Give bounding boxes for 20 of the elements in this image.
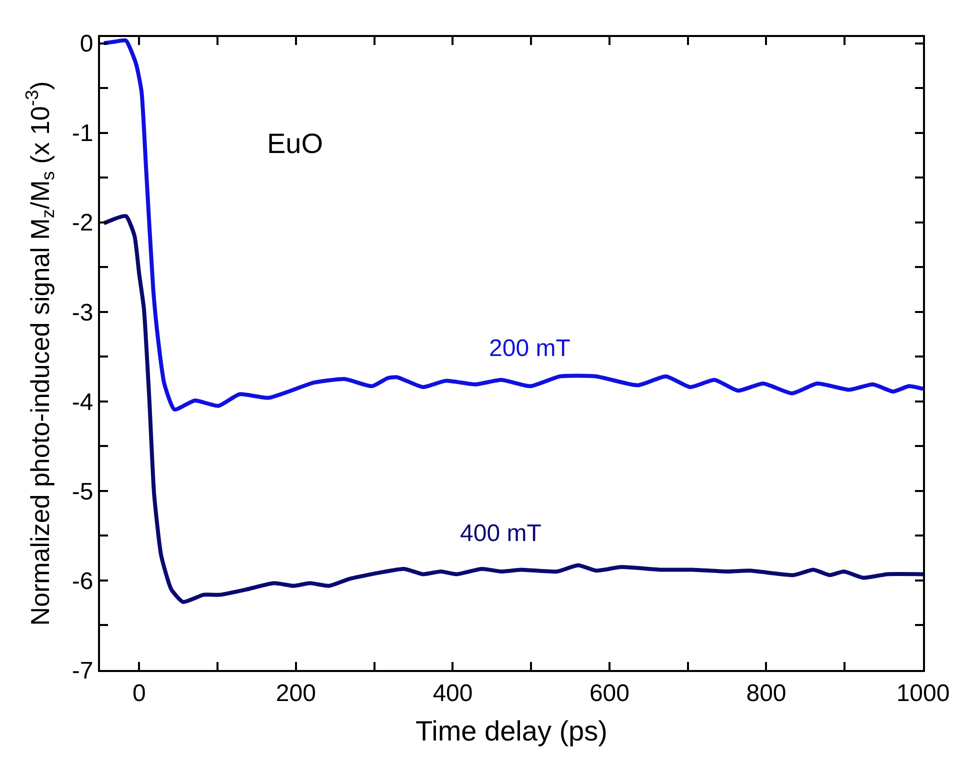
y-tick-label: -4: [72, 388, 94, 416]
y-tick-label: -2: [72, 210, 94, 237]
y-tick-label: 0: [80, 30, 94, 58]
y-tick-label: -7: [72, 657, 94, 684]
y-tick-label: -3: [72, 299, 94, 326]
x-tick-label: 400: [432, 680, 473, 707]
y-tick-label: -6: [72, 568, 94, 595]
x-tick-label: 200: [276, 680, 316, 707]
x-tick-label: 1000: [896, 680, 950, 707]
y-tick-label: -5: [72, 478, 94, 506]
series-label: 200 mT: [489, 335, 571, 362]
x-axis-title: Time delay (ps): [416, 715, 608, 746]
x-tick-label: 0: [132, 680, 146, 707]
y-tick-label: -1: [72, 120, 94, 148]
annotation: EuO: [267, 128, 324, 159]
series-label: 400 mT: [460, 520, 542, 547]
line-series: [102, 38, 923, 412]
x-tick-label: 600: [589, 680, 630, 707]
x-tick-label: 800: [746, 680, 786, 707]
line-series: [102, 214, 923, 604]
